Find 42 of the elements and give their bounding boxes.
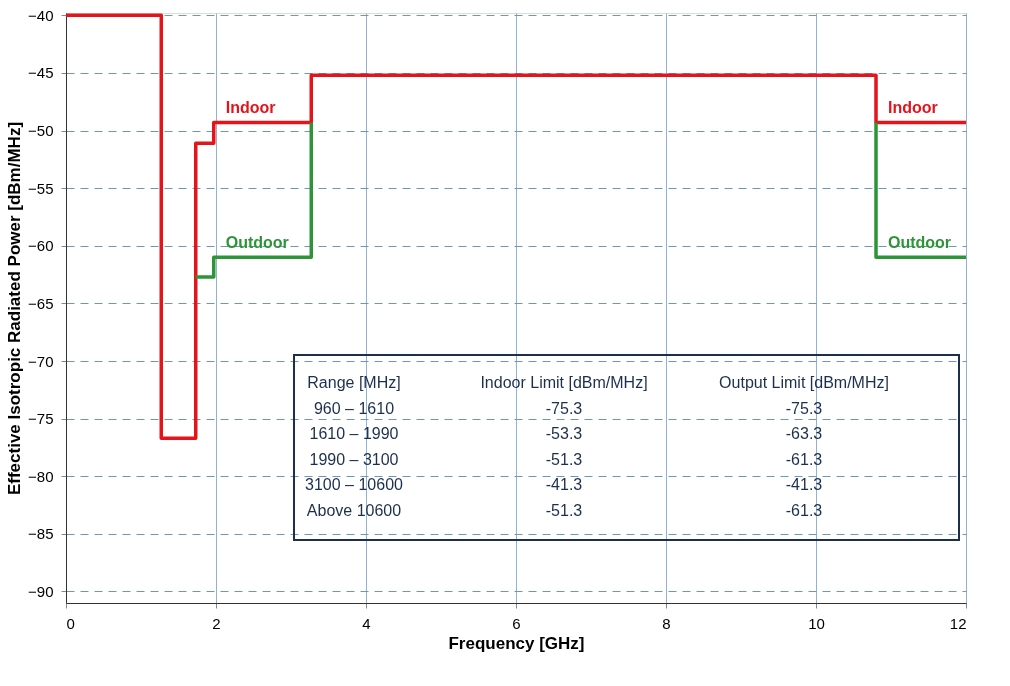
x-tick-label: 10 bbox=[808, 614, 825, 632]
annotation: 960 – 1610 bbox=[313, 399, 395, 417]
series-label: Outdoor bbox=[225, 234, 289, 252]
y-axis-title: Effective Isotropic Radiated Power [dBm/MHz] bbox=[5, 121, 25, 496]
annotation: -51.3 bbox=[545, 501, 583, 519]
y-tick-label: −85 bbox=[28, 525, 54, 543]
annotation: -41.3 bbox=[545, 476, 583, 493]
annotation: -61.3 bbox=[785, 450, 823, 468]
annotation: -75.3 bbox=[545, 399, 583, 417]
annotation: Indoor Limit [dBm/MHz] bbox=[480, 374, 648, 391]
y-tick-label: −75 bbox=[28, 410, 54, 428]
annotation: -61.3 bbox=[785, 501, 823, 519]
annotation: 1990 – 3100 bbox=[309, 450, 399, 468]
y-tick-label: −40 bbox=[28, 6, 54, 24]
annotation: -75.3 bbox=[785, 399, 823, 417]
y-tick-label: −50 bbox=[28, 122, 54, 140]
y-tick-label: −65 bbox=[28, 294, 54, 312]
series-label: Indoor bbox=[225, 99, 276, 117]
x-axis-title: Frequency [GHz] bbox=[448, 633, 585, 653]
annotation: -53.3 bbox=[545, 425, 583, 442]
annotation: -63.3 bbox=[785, 425, 823, 442]
x-tick-label: 2 bbox=[212, 614, 221, 632]
x-tick-label: 12 bbox=[949, 614, 967, 632]
x-tick-label: 8 bbox=[662, 614, 671, 632]
annotation: 3100 – 10600 bbox=[305, 476, 404, 493]
y-tick-label: −70 bbox=[28, 352, 54, 370]
annotation: -51.3 bbox=[545, 450, 583, 468]
annotation: Range [MHz] bbox=[307, 374, 401, 391]
annotation: -41.3 bbox=[785, 476, 823, 493]
annotation: Above 10600 bbox=[306, 501, 402, 519]
text: Outdoor bbox=[888, 234, 952, 252]
y-tick-label: −90 bbox=[28, 582, 54, 600]
y-tick-label: −55 bbox=[28, 179, 54, 197]
y-tick-label: −60 bbox=[28, 237, 54, 255]
y-tick-label: −45 bbox=[28, 64, 54, 82]
x-tick-label: 0 bbox=[66, 614, 75, 632]
text: Indoor bbox=[888, 99, 938, 117]
y-tick-label: −80 bbox=[28, 467, 54, 485]
annotation: Output Limit [dBm/MHz] bbox=[719, 374, 889, 391]
annotation: 1610 – 1990 bbox=[309, 425, 399, 442]
x-tick-label: 6 bbox=[512, 614, 521, 632]
x-tick-label: 4 bbox=[362, 614, 371, 632]
